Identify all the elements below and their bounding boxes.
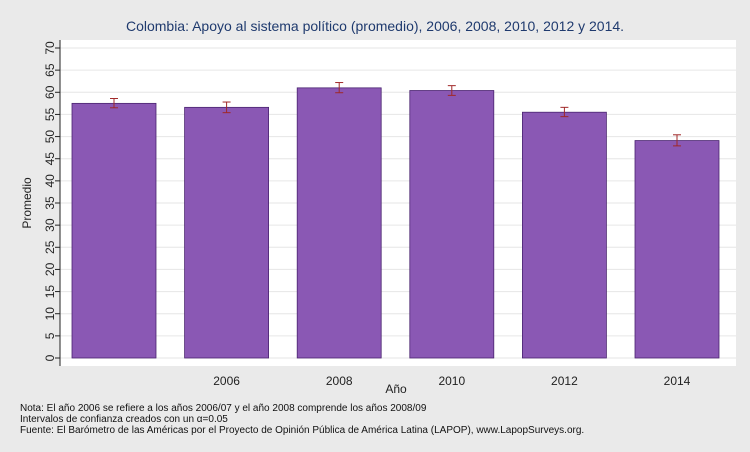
x-tick-label: 2014 bbox=[664, 374, 691, 388]
y-tick-label: 5 bbox=[43, 332, 57, 339]
x-tick-label: 2008 bbox=[326, 374, 353, 388]
y-tick-label: 10 bbox=[43, 307, 57, 321]
bar bbox=[409, 90, 495, 359]
y-axis-label: Promedio bbox=[20, 177, 34, 229]
chart-title: Colombia: Apoyo al sistema político (pro… bbox=[126, 18, 624, 34]
x-tick-label: 2012 bbox=[551, 374, 578, 388]
error-bar bbox=[335, 82, 344, 94]
y-tick-label: 30 bbox=[43, 218, 57, 232]
error-bar bbox=[110, 97, 118, 109]
error-bars bbox=[110, 82, 681, 147]
y-axis-ticks: 0 5 10 15 20 25 30 35 40 45 50 55 60 65 70 bbox=[43, 41, 60, 361]
error-bar bbox=[673, 134, 681, 147]
x-tick-label: 2006 bbox=[213, 374, 240, 388]
y-tick-label: 65 bbox=[43, 63, 57, 77]
y-tick-label: 50 bbox=[43, 130, 57, 144]
bars bbox=[71, 87, 720, 359]
y-tick-label: 0 bbox=[43, 354, 57, 361]
footnote-fuente: Fuente: El Barómetro de las Américas por… bbox=[20, 425, 584, 436]
y-tick-label: 35 bbox=[43, 196, 57, 210]
bar bbox=[634, 140, 720, 359]
y-tick-label: 25 bbox=[43, 240, 57, 254]
bar bbox=[522, 111, 607, 359]
footnote-intervalos: Intervalos de confianza creados con un α… bbox=[20, 414, 228, 425]
x-tick-label: 2010 bbox=[438, 374, 465, 388]
y-tick-label: 45 bbox=[43, 152, 57, 166]
footnote-nota: Nota: El año 2006 se refiere a los años … bbox=[20, 403, 427, 414]
x-axis-ticks: 2006 2008 2010 2012 2014 bbox=[213, 374, 690, 388]
y-tick-label: 15 bbox=[43, 285, 57, 299]
y-tick-label: 60 bbox=[43, 85, 57, 99]
y-tick-label: 20 bbox=[43, 262, 57, 276]
error-bar bbox=[447, 85, 456, 96]
error-bar bbox=[560, 106, 569, 118]
error-bar bbox=[222, 101, 231, 114]
y-tick-label: 55 bbox=[43, 107, 57, 121]
x-axis-label: Año bbox=[385, 382, 407, 396]
y-tick-label: 70 bbox=[43, 41, 57, 55]
y-tick-label: 40 bbox=[43, 174, 57, 188]
gridlines bbox=[60, 47, 736, 359]
bar bbox=[184, 106, 270, 359]
bar bbox=[71, 102, 157, 359]
bar bbox=[296, 87, 382, 359]
